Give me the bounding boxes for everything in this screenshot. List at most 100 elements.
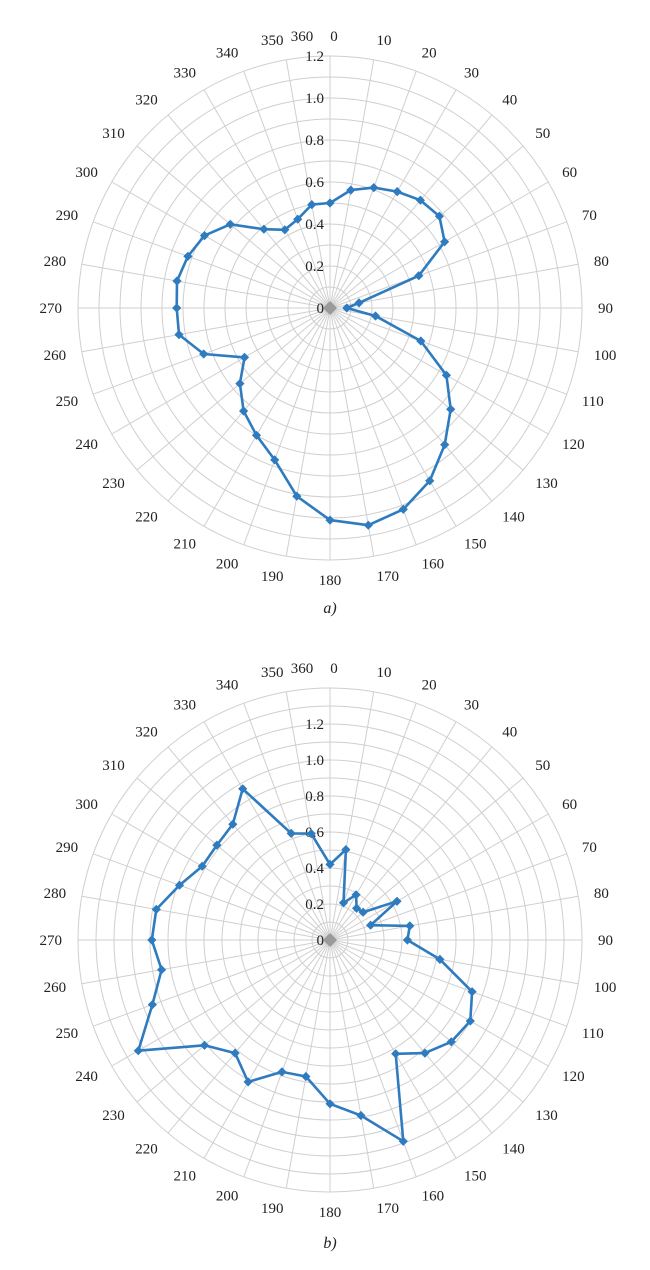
data-point-marker [228, 819, 238, 829]
angle-tick-label: 150 [464, 1169, 487, 1185]
radial-tick-label: 0.6 [305, 175, 324, 191]
angle-tick-label: 70 [582, 208, 597, 224]
data-point-marker [354, 298, 364, 308]
grid-spoke [203, 939, 331, 1159]
caption-b: b) [323, 1235, 336, 1252]
angle-tick-label: 270 [40, 301, 63, 317]
angle-tick-label: 110 [582, 394, 604, 410]
angle-tick-label: 60 [562, 165, 577, 181]
data-point-marker [325, 1099, 335, 1109]
data-point-marker [251, 430, 262, 440]
grid-spoke [243, 939, 331, 1177]
grid-spoke [329, 939, 493, 1134]
grid-spoke [111, 813, 331, 941]
data-point-marker [398, 1136, 408, 1146]
grid-spoke [329, 939, 457, 1159]
data-point-marker [325, 859, 335, 869]
angle-tick-label: 250 [56, 394, 79, 410]
angle-tick-label: 50 [535, 758, 550, 774]
grid-spoke [329, 307, 549, 435]
data-point-marker [307, 200, 317, 210]
angle-tick-label: 280 [44, 886, 67, 902]
angle-tick-label: 120 [562, 437, 585, 453]
grid-spoke [329, 89, 457, 309]
data-point-marker [239, 406, 249, 416]
grid-spoke [243, 71, 331, 309]
data-point-marker [434, 211, 444, 221]
radial-tick-label: 0.4 [305, 217, 324, 233]
angle-tick-label: 300 [75, 165, 98, 181]
data-point-marker [277, 1067, 287, 1077]
angle-tick-label: 290 [56, 208, 79, 224]
data-point-marker [356, 1110, 366, 1121]
grid-spoke [136, 145, 331, 309]
angle-tick-label: 330 [174, 65, 197, 81]
angle-tick-label: 310 [102, 758, 125, 774]
angle-tick-label: 220 [135, 1141, 158, 1157]
data-point-marker [199, 231, 210, 241]
data-point-marker [366, 920, 376, 930]
angle-tick-label: 10 [377, 665, 392, 681]
angle-tick-label: 350 [261, 665, 284, 681]
data-point-marker [133, 1046, 143, 1056]
radial-tick-label: 1.0 [305, 91, 324, 107]
radial-tick-label: 0 [317, 933, 325, 949]
angle-tick-label: 170 [377, 569, 400, 585]
angle-tick-label: 20 [422, 677, 437, 693]
data-point-marker [301, 1071, 311, 1082]
angle-tick-label: 50 [535, 126, 550, 142]
data-point-marker [392, 896, 402, 906]
angle-tick-label: 190 [261, 1201, 284, 1217]
series-b [133, 784, 477, 1146]
grid-spoke [329, 939, 524, 1103]
angle-tick-label: 60 [562, 797, 577, 813]
grid-spoke [111, 307, 331, 435]
data-point-marker [292, 491, 302, 501]
data-point-marker [235, 379, 245, 389]
data-point-marker [358, 907, 368, 917]
grid-spoke [329, 145, 524, 309]
angle-tick-label: 120 [562, 1069, 585, 1085]
data-point-marker [199, 349, 209, 359]
data-point-marker [270, 455, 280, 465]
radial-tick-labels-b: 00.20.40.60.81.01.2 [305, 717, 324, 949]
angle-tick-label: 110 [582, 1026, 604, 1042]
angle-tick-label: 130 [535, 1108, 558, 1124]
data-point-marker [306, 829, 316, 839]
grid-spoke [329, 939, 549, 1067]
grid-spoke [136, 307, 331, 471]
data-point-marker [147, 1000, 157, 1010]
data-point-marker [293, 214, 303, 224]
data-point-marker [157, 965, 167, 975]
angle-tick-label: 40 [502, 725, 517, 741]
data-point-marker [370, 311, 381, 321]
angle-tick-label: 260 [44, 980, 67, 996]
data-point-marker [212, 840, 222, 850]
data-point-marker [415, 195, 425, 205]
angle-tick-label: 190 [261, 569, 284, 585]
grid-spoke [136, 777, 331, 941]
data-point-marker [363, 520, 373, 530]
angle-tick-label: 100 [594, 348, 617, 364]
angle-tick-label: 350 [261, 33, 284, 49]
radial-tick-label: 0.4 [305, 861, 324, 877]
grid-spoke [329, 263, 579, 309]
grid-spoke [329, 813, 549, 941]
angle-tick-label: 280 [44, 254, 67, 270]
radar-chart-a: 0 0.2 0.4 0.6 0.8 1.0 1.2 0 10 20 30 40 50 60 70 80 90 1… [40, 29, 617, 617]
grid-spoke [93, 307, 331, 395]
angle-tick-label: 210 [174, 537, 197, 553]
grid-spoke [329, 721, 457, 941]
grid-spoke [329, 307, 524, 471]
angle-tick-label: 140 [502, 1141, 525, 1157]
angle-tick-label: 0 [330, 29, 338, 45]
data-point-marker [199, 1040, 210, 1050]
radial-tick-label: 0.8 [305, 789, 324, 805]
radial-tick-label: 1.2 [305, 49, 324, 65]
angle-tick-label: 240 [75, 437, 98, 453]
data-point-marker [243, 1077, 253, 1087]
data-point-marker [440, 237, 450, 247]
grid-spoke [111, 181, 331, 309]
data-point-marker [197, 861, 207, 871]
